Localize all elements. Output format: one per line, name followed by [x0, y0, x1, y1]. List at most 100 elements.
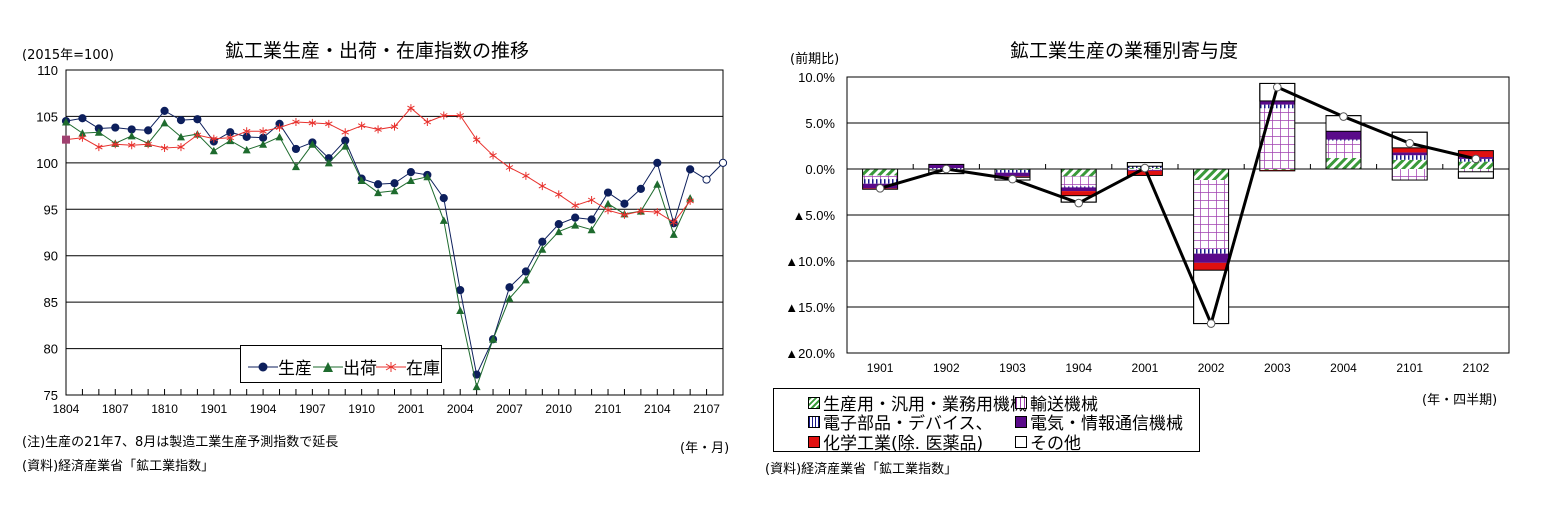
bar-segment: [1061, 186, 1097, 188]
data-point: [505, 294, 514, 302]
legend-item: 電子部品・デバイス、: [808, 409, 993, 434]
legend-item-shipment: 出荷: [313, 354, 377, 379]
bar-segment: [1061, 169, 1097, 177]
data-point: [291, 162, 300, 171]
bar-segment: [1392, 159, 1428, 169]
data-point: [440, 111, 448, 120]
data-point: [636, 184, 645, 193]
x-tick-label: 1904: [1065, 361, 1092, 375]
legend-item: 生産用・汎用・業務用機械: [808, 390, 1027, 415]
data-point: [439, 194, 448, 203]
y-tick-label: ▲20.0%: [785, 346, 835, 361]
bar-segment: [1061, 187, 1097, 192]
data-point: [538, 245, 547, 253]
bar-outline: [1126, 162, 1163, 176]
data-point: [160, 106, 169, 115]
data-point: [111, 123, 120, 132]
bar-segment: [1193, 180, 1229, 250]
data-point: [407, 104, 415, 113]
right-legend: [773, 388, 1200, 452]
data-point: [193, 131, 202, 139]
data-point: [423, 118, 432, 126]
bar-outline: [1457, 150, 1494, 179]
total-point: [1405, 138, 1414, 148]
data-point: [111, 140, 120, 149]
bar-segment: [1193, 169, 1229, 181]
legend-swatch-icon: [808, 435, 820, 448]
legend-swatch-icon: [808, 396, 820, 409]
bar-segment: [1392, 169, 1428, 181]
legend-label: 電子部品・デバイス、: [823, 414, 993, 434]
x-tick-label: 1804: [53, 402, 80, 416]
data-point: [554, 227, 563, 236]
data-point: [210, 134, 218, 143]
data-point: [160, 118, 169, 127]
x-tick-label: 2010: [545, 402, 572, 416]
y-tick-label: 85: [44, 295, 58, 310]
data-point: [587, 225, 596, 234]
total-point: [1206, 319, 1216, 328]
x-tick-label: 2104: [644, 402, 671, 416]
bar-segment: [1193, 262, 1229, 271]
legend-item: 輸送機械: [1015, 390, 1098, 415]
bar-segment: [1259, 104, 1295, 109]
x-tick-label: 2102: [1463, 361, 1490, 375]
y-tick-label: 0.0%: [805, 162, 835, 177]
x-tick-label: 2004: [1330, 361, 1357, 375]
bar-segment: [1326, 140, 1361, 158]
data-point: [226, 133, 234, 142]
legend-label: 生産: [278, 359, 312, 379]
x-tick-label: 1901: [867, 361, 894, 375]
bar-segment: [1392, 152, 1428, 156]
x-tick-label: 2001: [398, 402, 425, 416]
data-point: [357, 121, 366, 130]
legend-swatch-icon: [1015, 396, 1027, 409]
data-point: [144, 126, 153, 135]
left-chart-title: 鉱工業生産・出荷・在庫指数の推移: [225, 40, 530, 62]
data-point: [176, 132, 185, 141]
bar-segment: [1259, 100, 1295, 105]
x-tick-label: 1903: [999, 361, 1026, 375]
data-point: [555, 190, 563, 199]
data-point: [522, 171, 530, 180]
data-point: [637, 207, 645, 216]
legend-label: 輸送機械: [1030, 395, 1098, 415]
data-point: [505, 283, 514, 292]
data-point: [406, 176, 415, 184]
legend-label: 化学工業(除. 医薬品): [823, 434, 984, 454]
x-tick-label: 2003: [1264, 361, 1291, 375]
legend-label: 在庫: [406, 359, 440, 379]
total-point: [1339, 112, 1348, 121]
data-point: [390, 186, 399, 195]
data-point: [374, 188, 383, 197]
bar-segment: [1392, 147, 1428, 153]
left-legend: [240, 345, 442, 383]
data-point: [423, 172, 432, 181]
y-tick-label: 90: [44, 249, 58, 264]
y-tick-label: ▲5.0%: [793, 208, 836, 223]
data-point: [242, 145, 251, 154]
data-point: [177, 143, 185, 152]
data-point: [620, 210, 629, 219]
right-source: (資料)経済産業省「鉱工業指数」: [765, 462, 958, 477]
data-point: [686, 196, 694, 205]
total-point: [1008, 174, 1017, 184]
data-point: [406, 168, 416, 177]
data-point: [291, 144, 301, 154]
data-point: [718, 158, 728, 167]
data-point: [472, 135, 481, 144]
bar-segment: [1193, 249, 1229, 254]
asterisk-marker-icon: [376, 361, 406, 372]
data-point: [489, 335, 498, 343]
legend-item: その他: [1015, 429, 1081, 454]
data-point: [702, 175, 711, 184]
bar-segment: [1259, 169, 1295, 170]
total-point: [1273, 82, 1282, 92]
total-point: [1471, 154, 1481, 164]
left-note: (注)生産の21年7、8月は製造工業生産予測指数で延長: [22, 435, 339, 450]
bar-segment: [1061, 176, 1097, 187]
data-point: [193, 115, 202, 124]
bar-segment: [1326, 131, 1361, 140]
data-point: [308, 140, 317, 148]
